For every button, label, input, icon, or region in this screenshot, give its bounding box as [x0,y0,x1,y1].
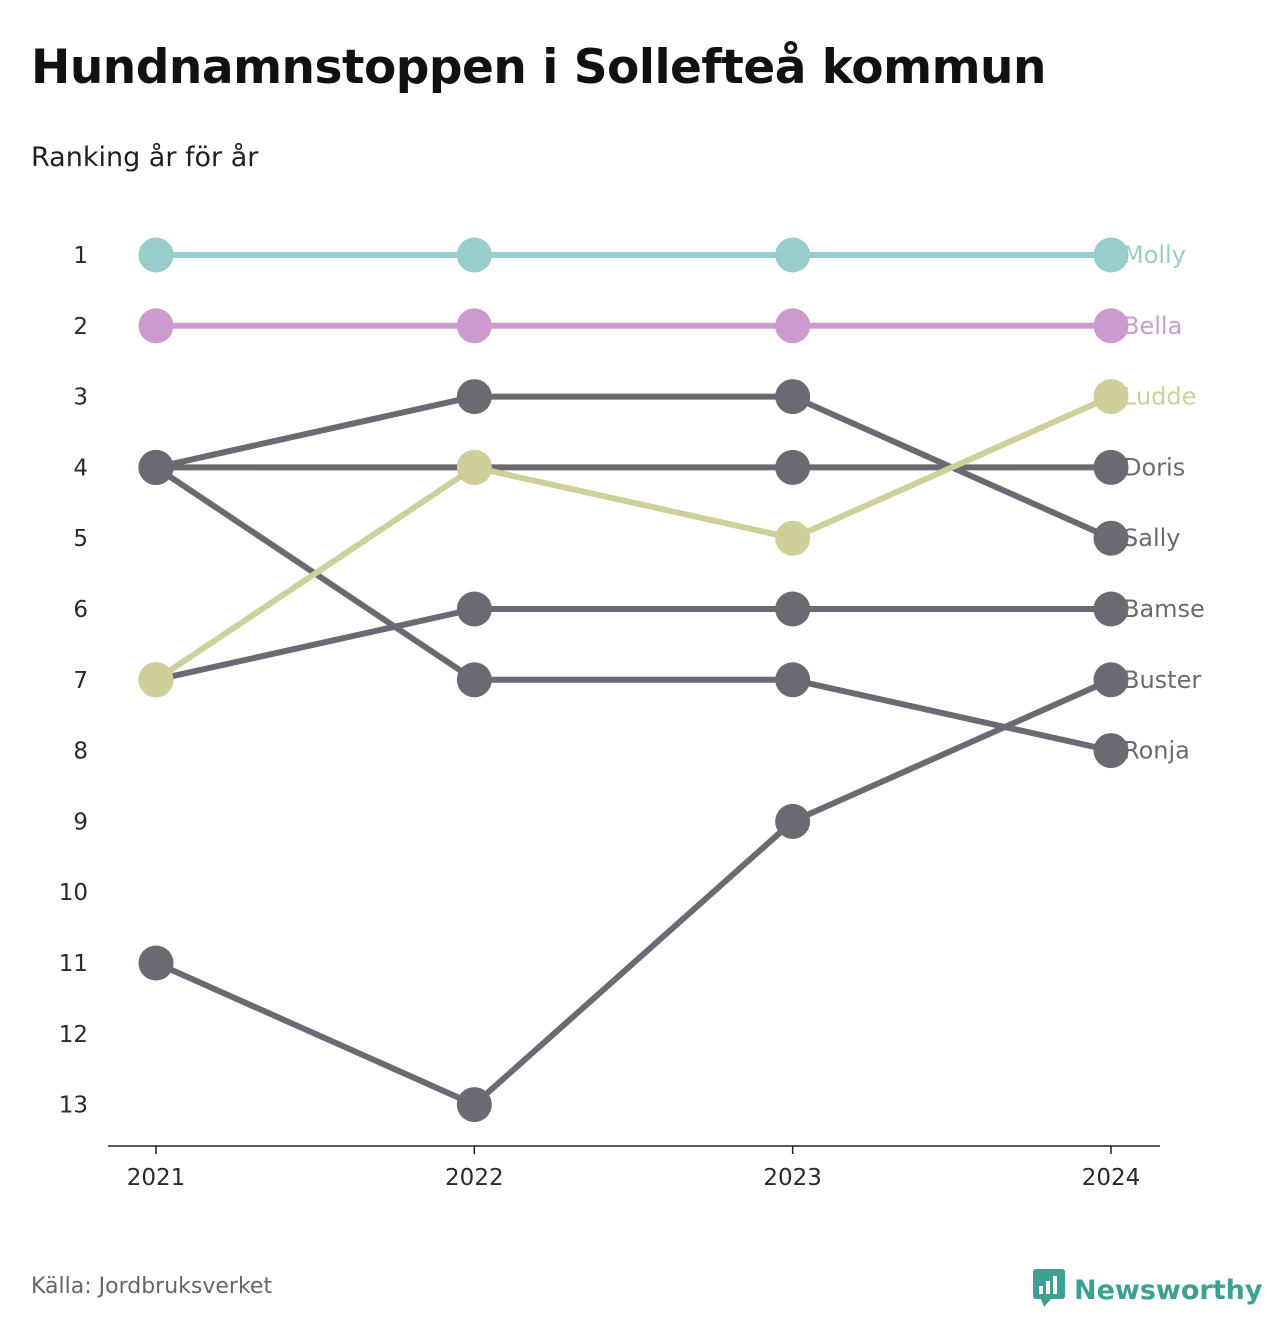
point-bella [775,308,811,344]
series-labels: Doris Sally Bamse Buster Ronja Molly Bella Ludd… [1123,241,1205,765]
point-bamse [775,591,811,627]
y-tick-label: 4 [73,455,88,481]
point-ronja [1093,733,1129,769]
label-bella: Bella [1123,312,1182,340]
x-tick-label: 2024 [1082,1165,1141,1191]
x-tick-label: 2023 [763,1165,822,1191]
point-buster [456,1087,492,1123]
point-bella [138,308,174,344]
label-bamse: Bamse [1123,595,1205,623]
point-bella [1093,308,1129,344]
point-ludde [1093,379,1129,415]
point-sally [456,379,492,415]
point-ronja [138,449,174,485]
y-tick-label: 12 [59,1022,88,1048]
x-tick-label: 2021 [127,1165,186,1191]
y-tick-label: 6 [73,597,88,623]
label-ludde: Ludde [1123,383,1196,411]
y-tick-label: 1 [73,243,88,269]
point-buster [1093,662,1129,698]
x-axis: 2021 2022 2023 2024 [108,1145,1160,1191]
y-tick-label: 2 [73,314,88,340]
y-tick-label: 7 [73,668,88,694]
y-tick-label: 9 [73,809,88,835]
label-doris: Doris [1123,453,1185,481]
point-sally [1093,520,1129,556]
y-tick-label: 5 [73,526,88,552]
y-tick-label: 8 [73,739,88,765]
point-molly [1093,237,1129,273]
point-buster [138,945,174,981]
label-molly: Molly [1123,241,1186,269]
point-ludde [775,520,811,556]
series-points [138,237,1129,1123]
source-note: Källa: Jordbruksverket [31,1274,273,1299]
label-sally: Sally [1123,524,1180,552]
label-buster: Buster [1123,666,1201,694]
point-doris [1093,449,1129,485]
brand-name: Newsworthy [1074,1274,1263,1306]
bar-chart-speech-bubble-icon [1032,1268,1066,1312]
y-tick-label: 13 [59,1093,88,1119]
point-molly [138,237,174,273]
point-bella [456,308,492,344]
point-buster [775,803,811,839]
point-doris [775,449,811,485]
y-tick-label: 3 [73,385,88,411]
brand-logo[interactable]: Newsworthy [1032,1268,1262,1312]
label-ronja: Ronja [1123,737,1190,765]
x-tick-label: 2022 [445,1165,504,1191]
point-sally [775,379,811,415]
line-buster [153,676,1114,1108]
chart-subtitle: Ranking år för år [31,142,259,173]
y-tick-label: 10 [59,880,88,906]
point-ronja [456,662,492,698]
chart-title: Hundnamnstoppen i Sollefteå kommun [31,40,1046,95]
point-bamse [456,591,492,627]
point-bamse [1093,591,1129,627]
point-molly [456,237,492,273]
point-ludde [456,449,492,485]
point-ronja [775,662,811,698]
y-tick-label: 11 [59,951,88,977]
point-ludde [138,662,174,698]
line-bamse [153,606,1114,683]
point-molly [775,237,811,273]
series-lines [153,252,1114,1108]
line-ludde [153,393,1114,683]
